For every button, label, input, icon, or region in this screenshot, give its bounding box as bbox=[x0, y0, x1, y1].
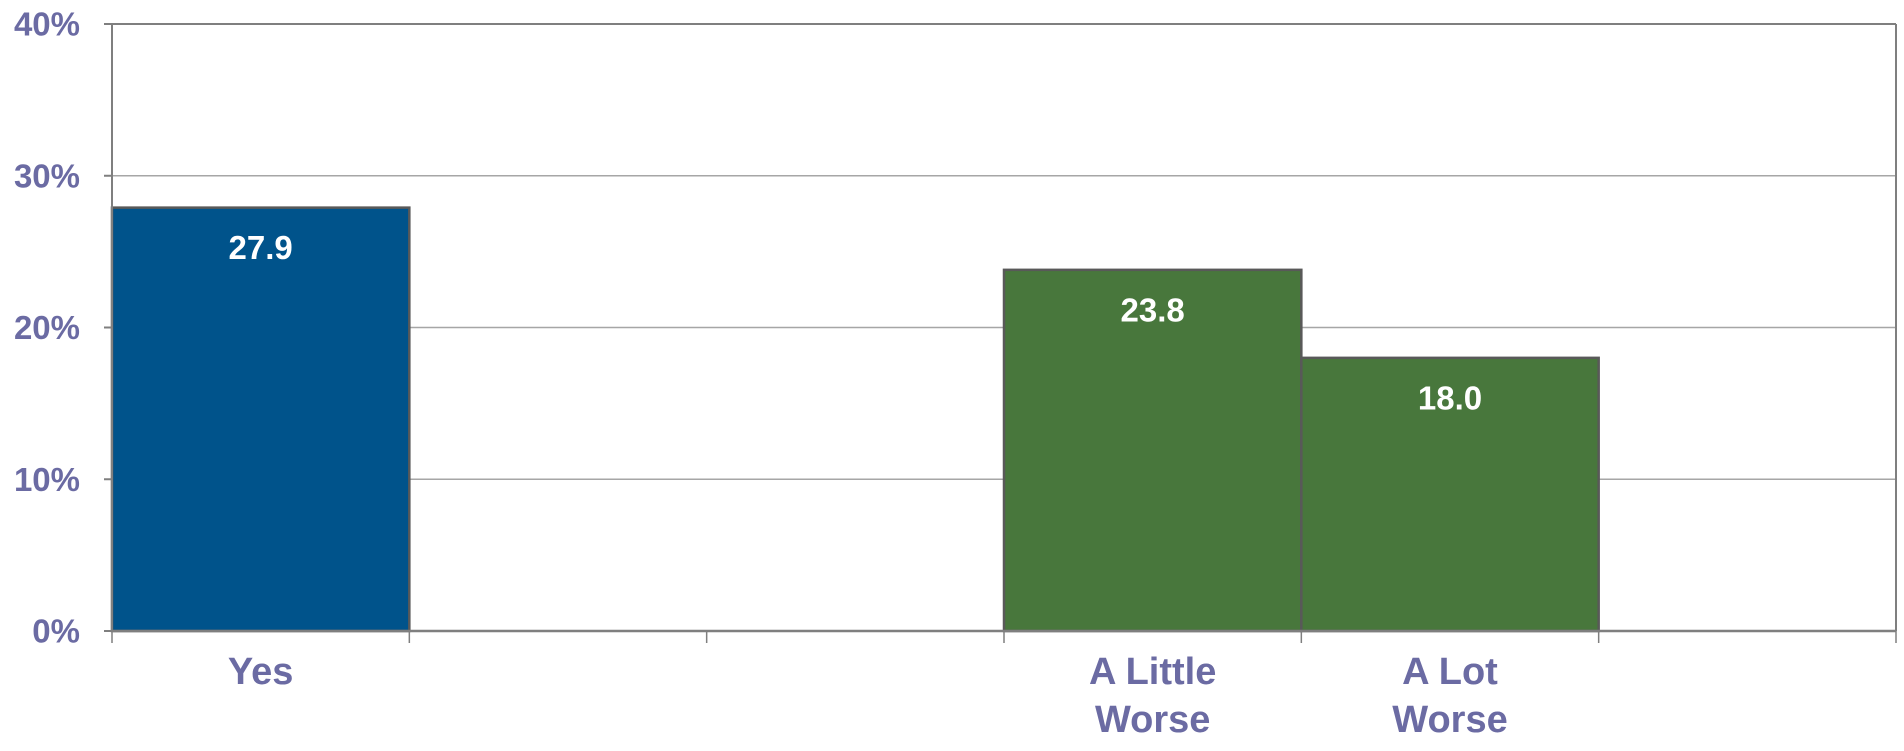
category-label: A Lot Worse bbox=[1392, 651, 1507, 741]
category-label: A Little Worse bbox=[1089, 651, 1216, 741]
category-label-line: Worse bbox=[1392, 699, 1507, 741]
category-label-line: A Lot bbox=[1402, 651, 1498, 693]
labels: 0% 10% 20% 30% 40% 27.9 23.8 18.0 Yes A Little Wor… bbox=[14, 6, 1508, 742]
data-label: 18.0 bbox=[1418, 379, 1482, 416]
y-tick-label: 0% bbox=[32, 613, 80, 650]
y-tick-label: 20% bbox=[14, 309, 80, 346]
axes bbox=[104, 23, 1897, 643]
category-label-line: A Little bbox=[1089, 651, 1216, 693]
y-tick-label: 30% bbox=[14, 157, 80, 194]
bar bbox=[1002, 268, 1303, 633]
category-label-line: Worse bbox=[1095, 699, 1210, 741]
category-label-line: Yes bbox=[228, 651, 294, 693]
y-tick-label: 40% bbox=[14, 6, 80, 43]
bar bbox=[110, 206, 411, 633]
category-label: Yes bbox=[228, 651, 294, 693]
y-tick-label: 10% bbox=[14, 461, 80, 498]
data-label: 27.9 bbox=[229, 229, 293, 266]
data-label: 23.8 bbox=[1121, 291, 1185, 328]
bars bbox=[110, 206, 1600, 633]
